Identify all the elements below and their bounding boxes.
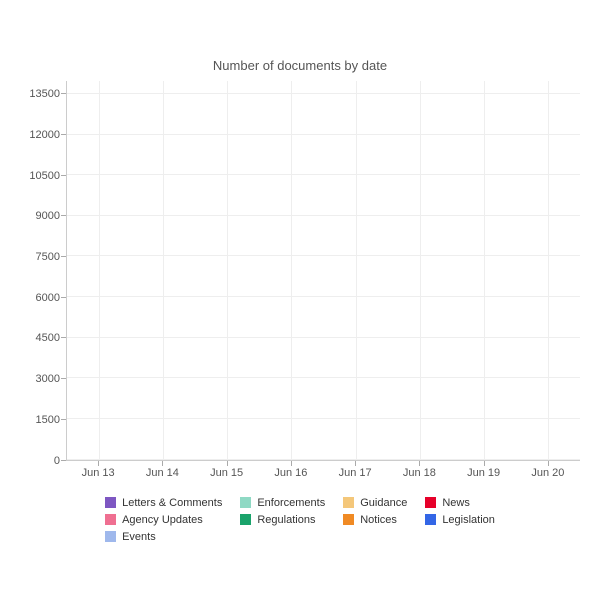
- legend-swatch: [105, 531, 116, 542]
- y-tick-label: 4500: [36, 332, 60, 344]
- gridline-v: [484, 81, 485, 460]
- x-tick-label: Jun 15: [210, 467, 243, 479]
- legend-item-guidance: Guidance: [343, 497, 407, 509]
- y-tick-label: 13500: [29, 88, 60, 100]
- legend-label: Events: [122, 531, 156, 543]
- legend-swatch: [425, 514, 436, 525]
- x-tick-label: Jun 19: [467, 467, 500, 479]
- gridline-v: [420, 81, 421, 460]
- x-tick-mark: [484, 461, 485, 466]
- x-tick-label: Jun 17: [339, 467, 372, 479]
- legend-item-news: News: [425, 497, 495, 509]
- legend-item-legislation: Legislation: [425, 514, 495, 526]
- legend-item-notices: Notices: [343, 514, 407, 526]
- x-tick-mark: [162, 461, 163, 466]
- x-tick-mark: [355, 461, 356, 466]
- gridline-v: [163, 81, 164, 460]
- x-tick-mark: [548, 461, 549, 466]
- x-tick-label: Jun 16: [274, 467, 307, 479]
- y-tick-label: 12000: [29, 129, 60, 141]
- gridline-h: [67, 93, 580, 94]
- legend-column: News Legislation: [425, 497, 495, 543]
- legend-column: Guidance Notices: [343, 497, 407, 543]
- y-tick-label: 6000: [36, 292, 60, 304]
- legend-item-agency_updates: Agency Updates: [105, 514, 222, 526]
- chart-container: Number of documents by date 0 1500 3000 450…: [20, 58, 580, 543]
- legend-swatch: [425, 497, 436, 508]
- gridline-v: [99, 81, 100, 460]
- y-tick-label: 3000: [36, 373, 60, 385]
- gridline-h: [67, 377, 580, 378]
- legend-label: Guidance: [360, 497, 407, 509]
- legend-swatch: [105, 497, 116, 508]
- gridline-v: [548, 81, 549, 460]
- y-tick-label: 0: [54, 455, 60, 467]
- legend-swatch: [105, 514, 116, 525]
- legend-item-enforcements: Enforcements: [240, 497, 325, 509]
- legend-column: Letters & Comments Agency Updates Events: [105, 497, 222, 543]
- x-tick-label: Jun 14: [146, 467, 179, 479]
- y-axis: 0150030004500600075009000105001200013500: [20, 81, 66, 461]
- gridline-h: [67, 296, 580, 297]
- gridline-v: [291, 81, 292, 460]
- gridline-h: [67, 337, 580, 338]
- legend-label: Letters & Comments: [122, 497, 222, 509]
- x-tick-mark: [98, 461, 99, 466]
- y-tick-label: 7500: [36, 251, 60, 263]
- legend-label: News: [442, 497, 470, 509]
- x-tick-label: Jun 13: [82, 467, 115, 479]
- x-tick-label: Jun 18: [403, 467, 436, 479]
- x-tick-mark: [227, 461, 228, 466]
- legend-swatch: [343, 514, 354, 525]
- legend-label: Notices: [360, 514, 397, 526]
- y-tick-label: 10500: [29, 170, 60, 182]
- gridline-v: [356, 81, 357, 460]
- gridline-h: [67, 134, 580, 135]
- x-tick-mark: [291, 461, 292, 466]
- legend-swatch: [240, 514, 251, 525]
- chart-title: Number of documents by date: [20, 58, 580, 73]
- gridline-h: [67, 255, 580, 256]
- legend-label: Agency Updates: [122, 514, 203, 526]
- gridline-h: [67, 418, 580, 419]
- gridline-h: [67, 215, 580, 216]
- gridline-v: [227, 81, 228, 460]
- gridline-h: [67, 459, 580, 460]
- legend-item-letters_comments: Letters & Comments: [105, 497, 222, 509]
- legend-swatch: [343, 497, 354, 508]
- x-axis: Jun 13 Jun 14 Jun 15 Jun 16 Jun 17 Jun 18 Jun …: [66, 461, 580, 485]
- bars-layer: [67, 81, 580, 460]
- x-tick-mark: [419, 461, 420, 466]
- legend-label: Legislation: [442, 514, 495, 526]
- y-tick-label: 9000: [36, 210, 60, 222]
- x-tick-label: Jun 20: [531, 467, 564, 479]
- y-tick-label: 1500: [36, 414, 60, 426]
- chart-grid: [66, 81, 580, 461]
- legend-item-events: Events: [105, 531, 222, 543]
- gridline-h: [67, 174, 580, 175]
- legend: Letters & Comments Agency Updates Events En…: [20, 497, 580, 543]
- plot-area: 0150030004500600075009000105001200013500: [20, 81, 580, 461]
- legend-swatch: [240, 497, 251, 508]
- legend-column: Enforcements Regulations: [240, 497, 325, 543]
- legend-label: Enforcements: [257, 497, 325, 509]
- legend-item-regulations: Regulations: [240, 514, 325, 526]
- legend-label: Regulations: [257, 514, 315, 526]
